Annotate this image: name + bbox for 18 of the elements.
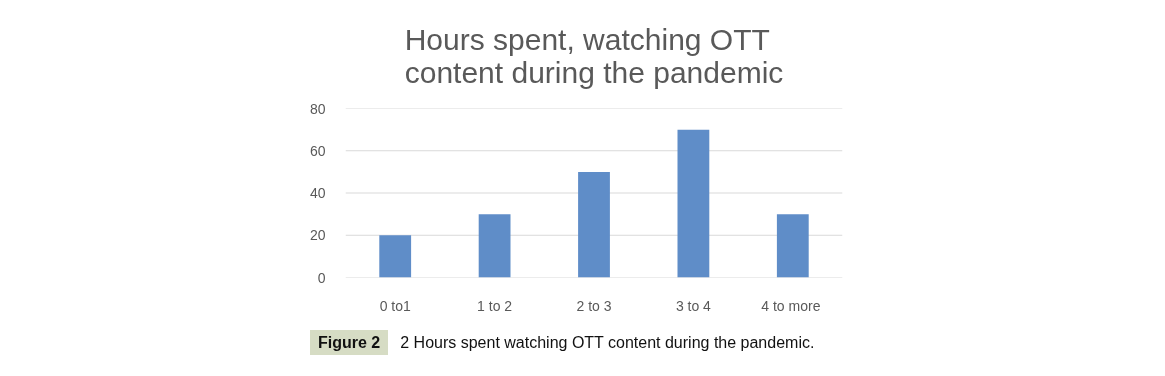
y-tick-label: 40	[309, 185, 326, 201]
y-tick-label: 0	[317, 269, 326, 286]
x-tick-label: 1 to 2	[477, 297, 513, 314]
x-tick-label: 3 to 4	[675, 297, 712, 314]
y-tick-label: 20	[309, 227, 326, 244]
caption: Figure 2	[310, 330, 389, 355]
bar	[677, 129, 710, 278]
x-tick-label: 0 to1	[379, 297, 411, 314]
bar	[776, 214, 809, 278]
x-tick-label: 4 to more	[761, 297, 821, 314]
y-tick-label: 60	[309, 142, 326, 159]
text: 2 Hours spent watching OTT content during the pandemic.	[400, 334, 815, 351]
bar	[379, 235, 412, 278]
bar	[478, 214, 511, 278]
y-tick-label: 80	[309, 100, 326, 117]
x-tick-label: 2 to 3	[576, 297, 612, 314]
chart-title: Hours spent, watching OTT content during the pandemic	[404, 22, 784, 89]
bar	[578, 171, 610, 278]
